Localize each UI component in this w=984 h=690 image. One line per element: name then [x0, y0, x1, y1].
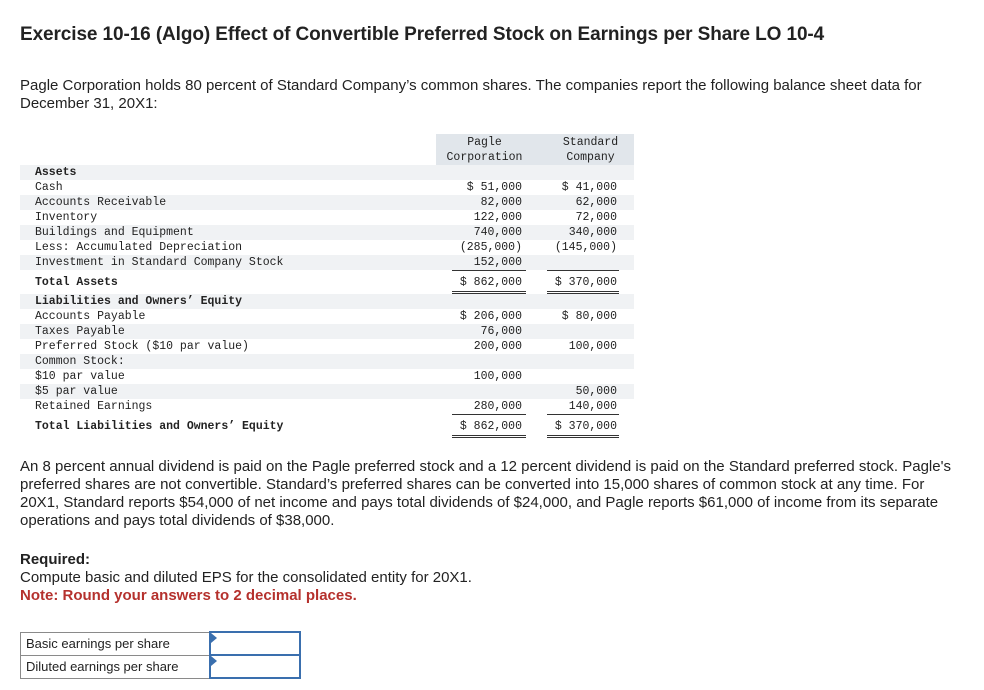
row-total-liabilities-equity: Total Liabilities and Owners’ Equity $ 8… — [35, 420, 617, 433]
subtotal-line — [547, 270, 619, 271]
basic-eps-label: Basic earnings per share — [20, 631, 211, 656]
input-marker-icon — [211, 633, 217, 643]
answer-table: Basic earnings per share Diluted earning… — [20, 631, 301, 679]
standard-column-header: Standard Company — [562, 136, 619, 164]
basic-eps-input[interactable] — [211, 634, 299, 653]
row-accounts-receivable: Accounts Receivable 82,000 62,000 — [20, 195, 634, 210]
row-buildings-equipment: Buildings and Equipment 740,000 340,000 — [20, 225, 634, 240]
diluted-eps-row: Diluted earnings per share — [20, 654, 301, 679]
basic-eps-cell — [209, 631, 301, 656]
diluted-eps-cell — [209, 654, 301, 679]
problem-paragraph: An 8 percent annual dividend is paid on … — [20, 458, 951, 529]
row-accounts-payable: Accounts Payable $ 206,000 $ 80,000 — [35, 310, 617, 323]
row-investment-standard: Investment in Standard Company Stock 152… — [20, 255, 634, 270]
total-double-line — [547, 291, 619, 294]
total-double-line — [452, 291, 526, 294]
input-marker-icon — [211, 656, 217, 666]
required-label: Required: — [20, 551, 91, 568]
subtotal-line — [452, 414, 526, 415]
exercise-title: Exercise 10-16 (Algo) Effect of Converti… — [20, 24, 825, 45]
required-text: Compute basic and diluted EPS for the co… — [20, 569, 472, 586]
row-liabilities-heading: Liabilities and Owners’ Equity — [20, 294, 634, 309]
row-common-stock: Common Stock: — [20, 354, 634, 369]
row-accumulated-depreciation: Less: Accumulated Depreciation (285,000)… — [35, 241, 617, 254]
row-10-par: $10 par value 100,000 — [35, 370, 522, 383]
rounding-note: Note: Round your answers to 2 decimal pl… — [20, 587, 357, 604]
diluted-eps-input[interactable] — [211, 657, 299, 676]
intro-text: Pagle Corporation holds 80 percent of St… — [20, 77, 922, 112]
row-cash: Cash $ 51,000 $ 41,000 — [35, 181, 617, 194]
row-assets: Assets — [20, 165, 634, 180]
required-section: Required: Compute basic and diluted EPS … — [20, 551, 472, 605]
subtotal-line — [452, 270, 526, 271]
row-total-assets: Total Assets $ 862,000 $ 370,000 — [35, 276, 617, 289]
header-background — [436, 134, 634, 168]
subtotal-line — [547, 414, 619, 415]
row-inventory: Inventory 122,000 72,000 — [35, 211, 617, 224]
basic-eps-row: Basic earnings per share — [20, 631, 301, 656]
diluted-eps-label: Diluted earnings per share — [20, 654, 211, 679]
pagle-column-header: Pagle Corporation — [446, 136, 523, 164]
balance-sheet-table: Pagle Corporation Standard Company Asset… — [20, 134, 634, 438]
row-taxes-payable: Taxes Payable 76,000 — [20, 324, 634, 339]
row-5-par: $5 par value 50,000 — [20, 384, 634, 399]
total-double-line — [547, 435, 619, 438]
total-double-line — [452, 435, 526, 438]
row-retained-earnings: Retained Earnings 280,000 140,000 — [35, 400, 617, 413]
row-preferred-stock: Preferred Stock ($10 par value) 200,000 … — [35, 340, 617, 353]
